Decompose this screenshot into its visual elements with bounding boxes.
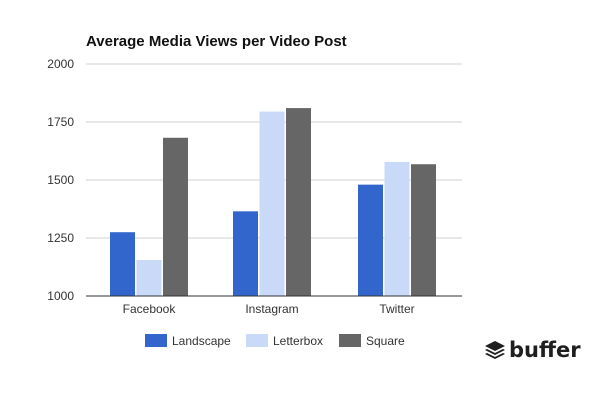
bars [110, 108, 436, 296]
y-axis-ticks: 1000 1250 1500 1750 2000 [47, 57, 74, 303]
legend-label: Landscape [172, 334, 231, 348]
bar-letterbox-facebook [136, 260, 162, 296]
x-axis-ticks: Facebook Instagram Twitter [123, 302, 415, 316]
x-tick-label: Instagram [245, 302, 298, 316]
y-tick-label: 1750 [47, 115, 74, 129]
x-tick-label: Facebook [123, 302, 177, 316]
bar-landscape-facebook [110, 232, 135, 296]
brand-logo: buffer [485, 338, 581, 362]
y-tick-label: 1500 [47, 173, 74, 187]
legend-swatch [339, 334, 361, 347]
legend: Landscape Letterbox Square [145, 334, 405, 348]
legend-label: Letterbox [273, 334, 323, 348]
bar-landscape-instagram [233, 211, 258, 296]
legend-item-square: Square [339, 334, 405, 348]
chart-title: Average Media Views per Video Post [86, 33, 347, 50]
legend-item-letterbox: Letterbox [246, 334, 323, 348]
x-tick-label: Twitter [379, 302, 414, 316]
bar-square-instagram [286, 108, 311, 296]
y-tick-label: 1250 [47, 231, 74, 245]
bar-letterbox-twitter [384, 161, 410, 296]
bar-square-facebook [163, 137, 188, 296]
bar-landscape-twitter [358, 184, 383, 296]
bar-letterbox-instagram [259, 111, 285, 296]
bar-square-twitter [411, 164, 436, 296]
legend-swatch [246, 334, 268, 347]
brand-name: buffer [509, 338, 581, 362]
buffer-stack-icon [485, 341, 505, 359]
legend-item-landscape: Landscape [145, 334, 231, 348]
y-tick-label: 1000 [47, 289, 74, 303]
legend-swatch [145, 334, 167, 347]
legend-label: Square [366, 334, 405, 348]
y-tick-label: 2000 [47, 57, 74, 71]
